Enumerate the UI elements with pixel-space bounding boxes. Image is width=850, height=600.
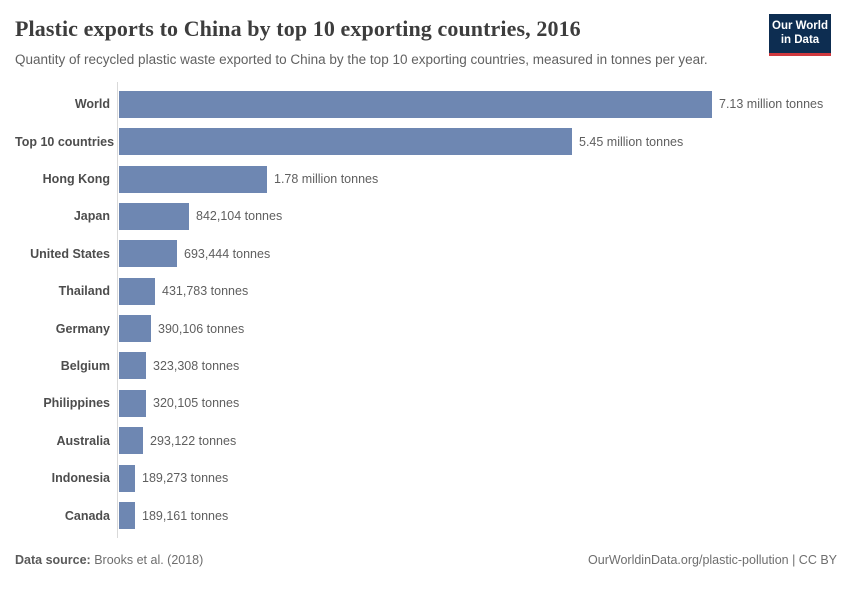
bar-row: Philippines 320,105 tonnes — [15, 385, 837, 422]
category-label: Belgium — [60, 358, 110, 373]
bar[interactable] — [119, 352, 146, 380]
bar-row: Top 10 countries 5.45 million tonnes — [15, 123, 837, 160]
bar[interactable] — [119, 90, 712, 118]
bar-track: 842,104 tonnes — [117, 202, 837, 230]
category-label: Australia — [56, 433, 111, 448]
bar-row: Germany 390,106 tonnes — [15, 310, 837, 347]
value-label: 693,444 tonnes — [184, 246, 271, 261]
license-link[interactable]: OurWorldinData.org/plastic-pollution | C… — [588, 553, 837, 568]
category-label: Japan — [73, 209, 110, 224]
bar-rows-container: World 7.13 million tonnes Top 10 countri… — [15, 86, 837, 535]
value-label: 390,106 tonnes — [158, 321, 245, 336]
value-label: 5.45 million tonnes — [579, 134, 684, 149]
bar[interactable] — [119, 128, 572, 156]
bar[interactable] — [119, 464, 135, 492]
chart-header: Plastic exports to China by top 10 expor… — [0, 0, 850, 70]
bar[interactable] — [119, 277, 155, 305]
owid-logo-line1: Our World — [772, 20, 829, 32]
bar-track: 5.45 million tonnes — [117, 128, 837, 156]
bar-track: 323,308 tonnes — [117, 352, 837, 380]
category-label: United States — [30, 246, 110, 261]
category-label: Thailand — [58, 284, 110, 299]
bar[interactable] — [119, 165, 267, 193]
value-label: 323,308 tonnes — [153, 358, 240, 373]
bar[interactable] — [119, 202, 189, 230]
value-label: 293,122 tonnes — [150, 433, 237, 448]
bar-row: Hong Kong 1.78 million tonnes — [15, 160, 837, 197]
bar[interactable] — [119, 389, 146, 417]
chart-footer: Data source: Brooks et al. (2018) OurWor… — [15, 553, 837, 567]
value-label: 7.13 million tonnes — [719, 97, 824, 112]
bar[interactable] — [119, 502, 135, 530]
value-label: 431,783 tonnes — [162, 284, 249, 299]
bar[interactable] — [119, 427, 143, 455]
bar-row: United States 693,444 tonnes — [15, 235, 837, 272]
owid-logo[interactable]: Our World in Data — [769, 14, 831, 56]
bar-row: Japan 842,104 tonnes — [15, 198, 837, 235]
category-label: World — [74, 97, 110, 112]
bar-track: 1.78 million tonnes — [117, 165, 837, 193]
bar-row: Australia 293,122 tonnes — [15, 422, 837, 459]
bar[interactable] — [119, 315, 151, 343]
category-label: Philippines — [43, 396, 110, 411]
bar-row: Indonesia 189,273 tonnes — [15, 459, 837, 496]
bar-row: Thailand 431,783 tonnes — [15, 273, 837, 310]
bar-track: 189,161 tonnes — [117, 502, 837, 530]
value-label: 842,104 tonnes — [196, 209, 283, 224]
bar-track: 189,273 tonnes — [117, 464, 837, 492]
data-source-value: Brooks et al. (2018) — [94, 553, 204, 568]
bar-track: 293,122 tonnes — [117, 427, 837, 455]
value-label: 189,273 tonnes — [142, 471, 229, 486]
chart-title: Plastic exports to China by top 10 expor… — [15, 16, 581, 41]
y-axis-line — [117, 81, 118, 539]
bar-track: 390,106 tonnes — [117, 315, 837, 343]
bar-row: Canada 189,161 tonnes — [15, 497, 837, 534]
category-label: Top 10 countries — [15, 134, 115, 149]
bar-row: World 7.13 million tonnes — [15, 86, 837, 123]
bar-track: 7.13 million tonnes — [117, 90, 837, 118]
bar-chart: World 7.13 million tonnes Top 10 countri… — [15, 81, 837, 539]
category-label: Indonesia — [51, 471, 110, 486]
owid-logo-line2: in Data — [780, 34, 820, 47]
category-label: Germany — [55, 321, 110, 336]
chart-subtitle: Quantity of recycled plastic waste expor… — [15, 52, 708, 67]
bar-track: 320,105 tonnes — [117, 389, 837, 417]
bar-track: 431,783 tonnes — [117, 277, 837, 305]
bar[interactable] — [119, 240, 177, 268]
value-label: 320,105 tonnes — [153, 396, 240, 411]
category-label: Canada — [64, 508, 110, 523]
data-source-label: Data source: — [15, 553, 91, 568]
bar-track: 693,444 tonnes — [117, 240, 837, 268]
bar-row: Belgium 323,308 tonnes — [15, 347, 837, 384]
data-source-note: Data source: Brooks et al. (2018) — [15, 553, 203, 567]
value-label: 189,161 tonnes — [142, 508, 229, 523]
category-label: Hong Kong — [42, 172, 110, 187]
value-label: 1.78 million tonnes — [274, 172, 379, 187]
